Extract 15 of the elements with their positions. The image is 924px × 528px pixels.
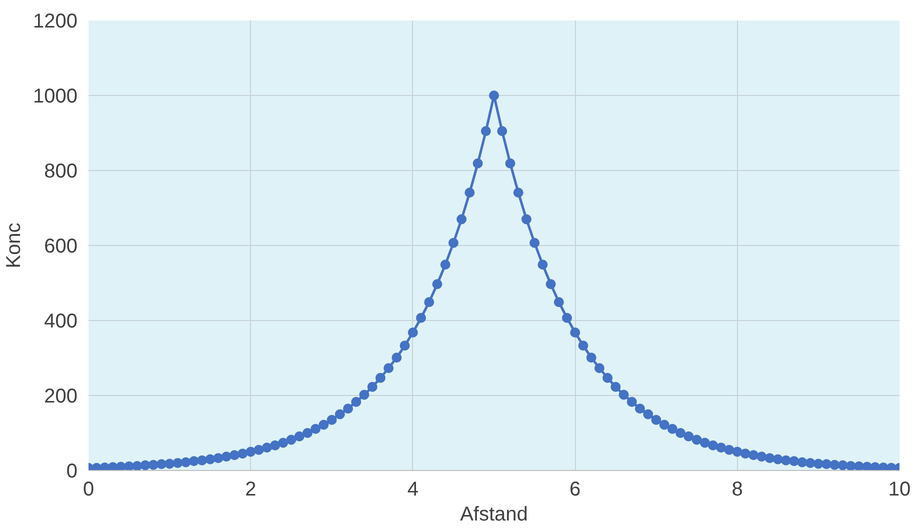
y-tick-label: 1000 [33, 86, 78, 108]
x-tick-label: 0 [82, 478, 94, 500]
x-tick-label: 8 [732, 478, 743, 500]
x-tick-label: 6 [570, 478, 581, 500]
x-axis-title: Afstand [460, 504, 528, 526]
x-tick-label: 2 [245, 478, 256, 500]
y-tick-label: 800 [44, 160, 78, 182]
x-tick-label: 4 [407, 478, 418, 500]
y-tick-label: 200 [44, 386, 78, 408]
x-tick-label: 10 [888, 478, 911, 500]
y-tick-label: 0 [66, 460, 78, 482]
y-tick-label: 1200 [33, 10, 78, 32]
y-tick-label: 400 [44, 310, 78, 332]
y-axis-title: Konc [3, 222, 26, 268]
y-tick-label: 600 [44, 236, 78, 258]
